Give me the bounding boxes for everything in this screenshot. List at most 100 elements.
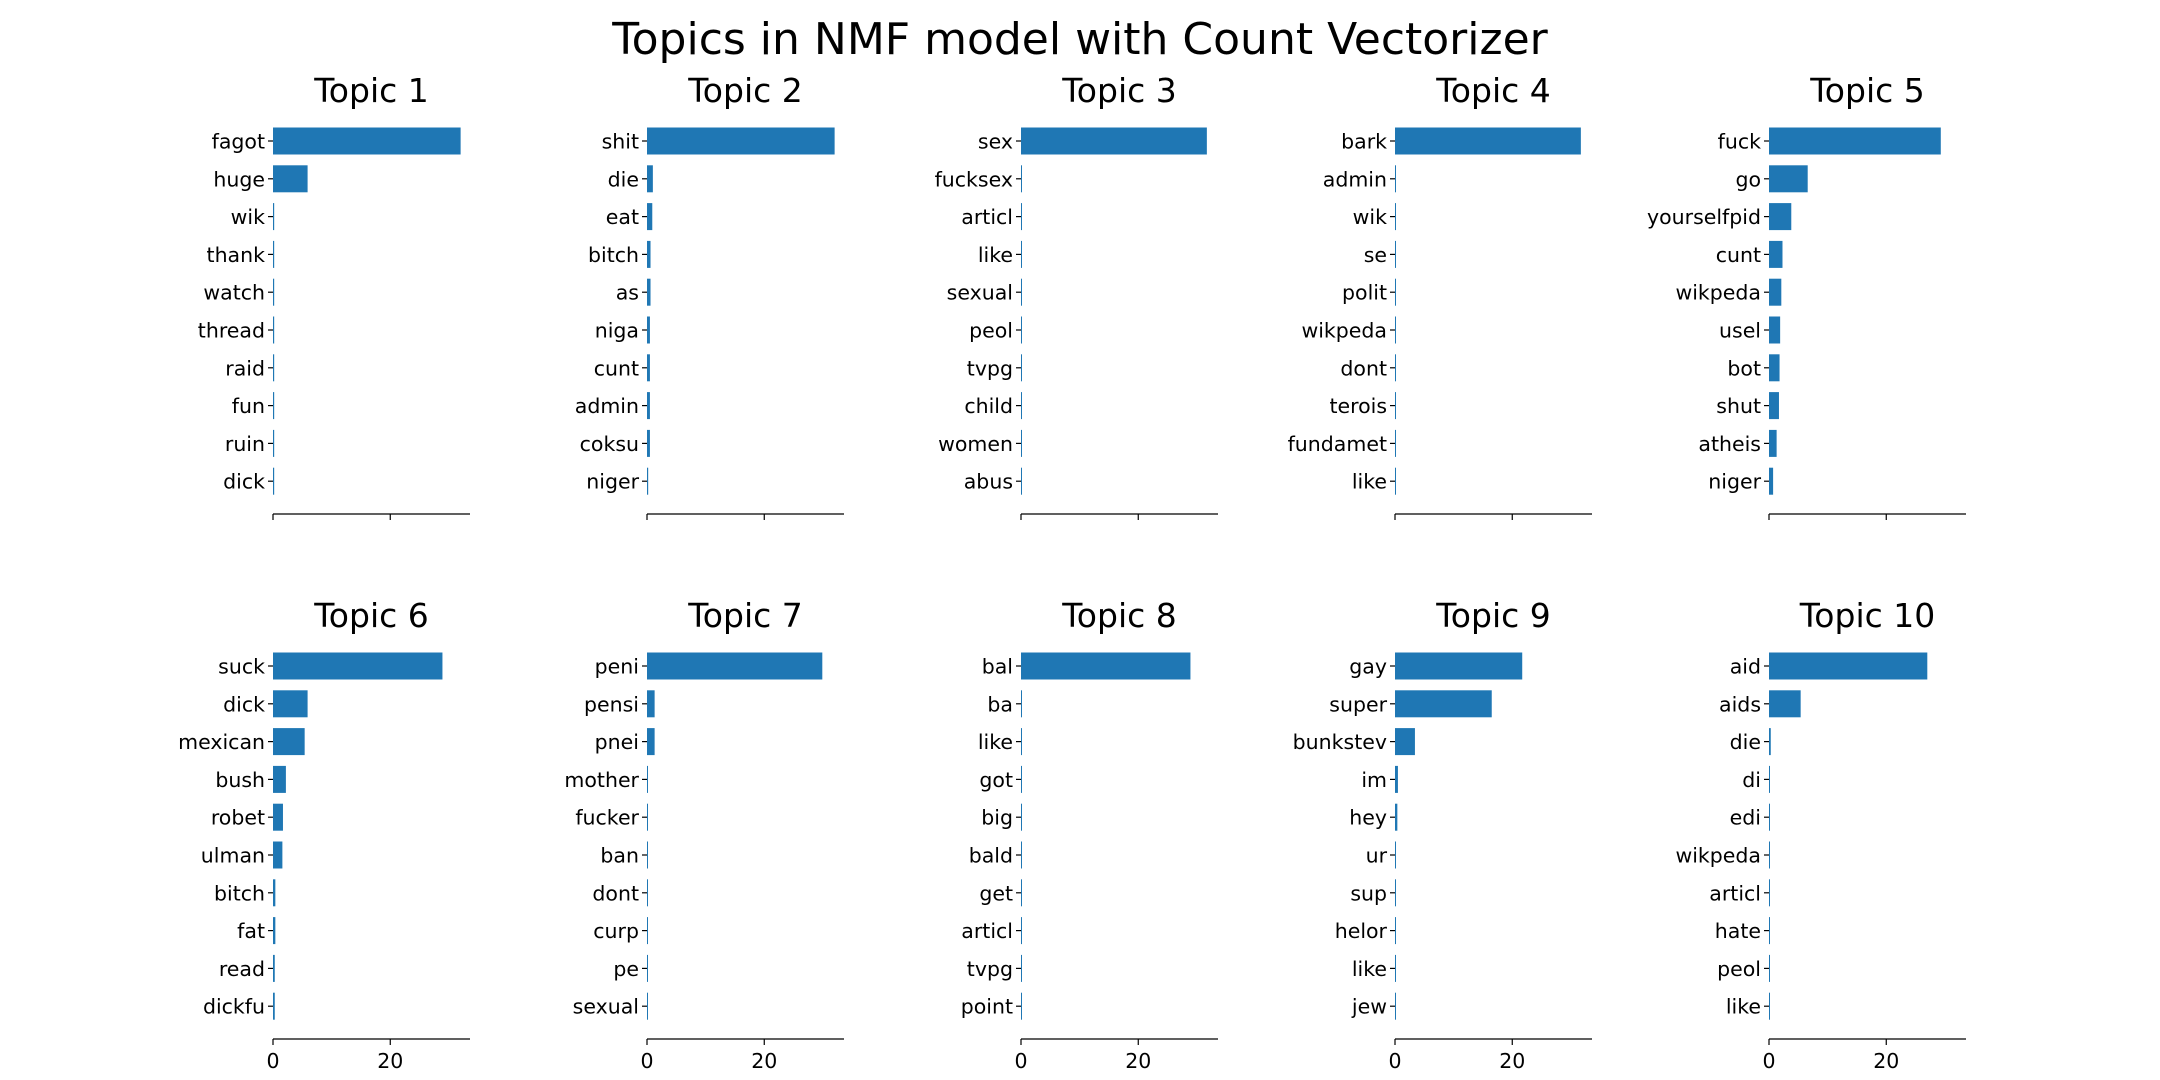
word-label: bot: [1727, 356, 1761, 380]
word-label: jew: [1351, 995, 1387, 1019]
bar: [1395, 203, 1396, 231]
bar: [273, 354, 275, 382]
word-label: die: [1730, 730, 1761, 754]
word-label: get: [979, 881, 1013, 905]
bar: [1395, 392, 1396, 420]
bar: [1395, 728, 1415, 756]
word-label: bunkstev: [1293, 730, 1387, 754]
word-label: wik: [231, 205, 265, 229]
bar: [1021, 127, 1207, 155]
word-label: mother: [564, 768, 639, 792]
bar: [1769, 165, 1808, 193]
word-label: abus: [964, 470, 1013, 494]
word-label: hey: [1349, 806, 1387, 830]
bar: [273, 278, 275, 306]
bar: [273, 954, 275, 982]
bar: [1769, 429, 1777, 457]
word-label: coksu: [580, 432, 639, 456]
word-label: hate: [1715, 919, 1761, 943]
bar: [1021, 765, 1022, 793]
bar: [1395, 954, 1396, 982]
word-label: gay: [1349, 655, 1387, 679]
word-label: bal: [982, 655, 1013, 679]
word-label: fuck: [1718, 130, 1761, 154]
word-label: pensi: [584, 692, 639, 716]
bar: [647, 765, 648, 793]
bar: [647, 127, 835, 155]
panel-title: Topic 1: [313, 71, 429, 110]
word-label: atheis: [1698, 432, 1761, 456]
bar: [1769, 203, 1792, 231]
word-label: like: [978, 243, 1013, 267]
bar: [1021, 728, 1022, 756]
word-label: pe: [613, 957, 639, 981]
bar: [273, 728, 305, 756]
bar: [1021, 429, 1022, 457]
word-label: fun: [232, 394, 265, 418]
bar: [273, 992, 275, 1020]
bar: [647, 841, 648, 869]
bar: [273, 316, 275, 344]
word-label: aids: [1719, 692, 1761, 716]
panel-title: Topic 7: [687, 596, 803, 635]
bar: [647, 992, 648, 1020]
word-label: niger: [1708, 470, 1761, 494]
word-label: go: [1735, 167, 1761, 191]
bar: [1769, 467, 1774, 495]
bar: [1021, 917, 1022, 945]
panel-title: Topic 2: [687, 71, 803, 110]
panel-topic-1: Topic 1 fagot huge wik thank watch thread raid f…: [198, 71, 470, 520]
word-label: sex: [978, 130, 1013, 154]
bar: [1021, 879, 1022, 907]
bar: [1395, 765, 1398, 793]
bar: [1021, 165, 1022, 193]
word-label: niger: [586, 470, 639, 494]
bar: [1021, 316, 1022, 344]
word-label: ban: [600, 844, 639, 868]
bar: [1395, 240, 1396, 268]
word-label: bark: [1341, 130, 1387, 154]
word-label: ulman: [201, 844, 265, 868]
panel-topic-7: Topic 7 peni pensi pnei mother fucker ban dont c…: [564, 596, 844, 1073]
word-label: dickfu: [203, 995, 265, 1019]
word-label: fucksex: [935, 167, 1013, 191]
bar: [273, 765, 286, 793]
word-label: curp: [593, 919, 639, 943]
word-label: suck: [218, 655, 265, 679]
word-label: helor: [1335, 919, 1388, 943]
bar: [1769, 728, 1771, 756]
word-label: got: [979, 768, 1013, 792]
bar: [1769, 841, 1770, 869]
bar: [647, 165, 653, 193]
word-label: watch: [203, 281, 265, 305]
word-label: articl: [961, 919, 1013, 943]
word-label: fagot: [212, 130, 265, 154]
bar: [1769, 803, 1770, 831]
bar: [1395, 467, 1396, 495]
word-label: read: [219, 957, 265, 981]
bar: [1021, 467, 1022, 495]
word-label: articl: [1709, 881, 1761, 905]
bar: [1021, 203, 1022, 231]
bar: [647, 879, 648, 907]
panel-topic-2: Topic 2 shit die eat bitch as niga cunt admin cok…: [575, 71, 844, 520]
word-label: aid: [1730, 655, 1761, 679]
panel-topic-6: Topic 6 suck dick mexican bush robet ulman bitc…: [178, 596, 470, 1073]
bar: [647, 803, 648, 831]
panel-topic-3: Topic 3 sex fucksex articl like sexual peol tvp…: [935, 71, 1218, 520]
x-tick-label: 20: [377, 1049, 403, 1073]
bar: [273, 879, 276, 907]
bar: [1769, 992, 1770, 1020]
bar: [1769, 690, 1801, 718]
word-label: sexual: [947, 281, 1013, 305]
word-label: niga: [595, 319, 639, 343]
word-label: wikpeda: [1675, 844, 1761, 868]
x-tick-label: 0: [266, 1049, 279, 1073]
word-label: thank: [207, 243, 266, 267]
word-label: dick: [223, 692, 265, 716]
bar: [1021, 992, 1022, 1020]
bar: [273, 841, 283, 869]
bar: [647, 392, 650, 420]
x-tick-label: 0: [1014, 1049, 1027, 1073]
word-label: yourselfpid: [1647, 205, 1761, 229]
